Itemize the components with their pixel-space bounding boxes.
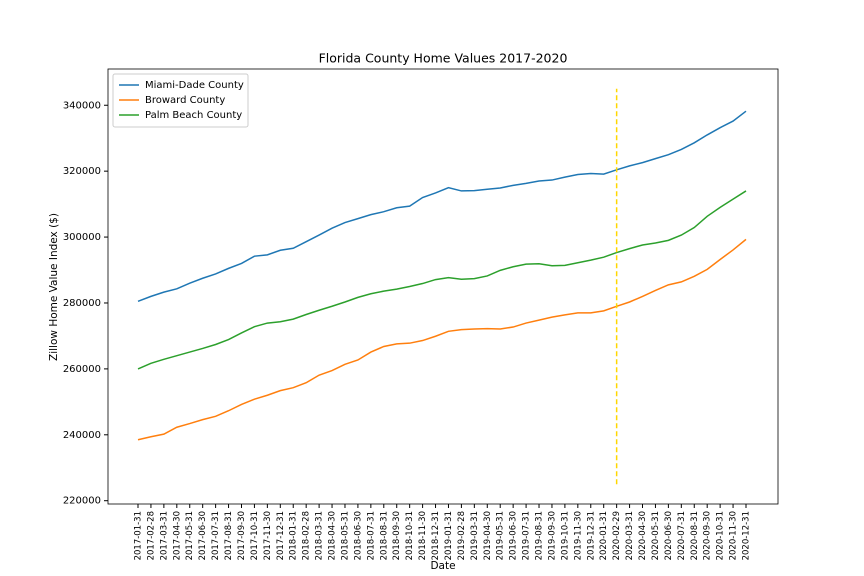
x-tick-label: 2017-08-31: [224, 511, 234, 560]
x-tick-label: 2018-09-30: [392, 511, 402, 560]
y-tick-label: 280000: [63, 298, 101, 309]
x-tick-label: 2019-03-31: [470, 511, 480, 560]
x-tick-label: 2020-04-30: [638, 511, 648, 560]
x-tick-label: 2017-11-30: [263, 511, 273, 560]
x-tick-label: 2017-12-31: [276, 511, 286, 560]
x-tick-label: 2020-05-31: [651, 511, 661, 560]
x-tick-label: 2019-10-31: [560, 511, 570, 560]
x-tick-label: 2020-09-30: [703, 511, 713, 560]
x-tick-label: 2019-07-31: [522, 511, 532, 560]
x-tick-label: 2017-06-30: [198, 511, 208, 560]
x-tick-label: 2017-09-30: [237, 511, 247, 560]
x-tick-label: 2018-01-31: [289, 511, 299, 560]
x-tick-label: 2020-01-31: [599, 511, 609, 560]
x-tick-label: 2020-10-31: [716, 511, 726, 560]
line-series: [137, 238, 747, 441]
x-tick-label: 2019-09-30: [547, 511, 557, 560]
x-tick-label: 2019-12-31: [586, 511, 596, 560]
x-axis-label: Date: [430, 560, 455, 572]
line-series: [137, 190, 747, 370]
x-tick-label: 2017-02-28: [146, 511, 156, 560]
x-tick-label: 2019-02-28: [457, 511, 467, 560]
y-axis-label: Zillow Home Value Index ($): [48, 213, 60, 361]
x-tick-label: 2020-02-29: [612, 511, 622, 560]
x-tick-label: 2018-11-30: [418, 511, 428, 560]
x-tick-label: 2019-08-31: [535, 511, 545, 560]
x-tick-label: 2017-05-31: [185, 511, 195, 560]
x-tick-label: 2018-07-31: [366, 511, 376, 560]
x-tick-label: 2017-07-31: [211, 511, 221, 560]
y-tick-label: 320000: [63, 166, 101, 177]
x-tick-label: 2020-08-31: [690, 511, 700, 560]
x-tick-label: 2017-01-31: [134, 511, 144, 560]
x-tick-label: 2018-03-31: [315, 511, 325, 560]
y-tick-label: 260000: [63, 364, 101, 375]
x-tick-label: 2018-02-28: [302, 511, 312, 560]
x-tick-label: 2020-03-31: [625, 511, 635, 560]
y-tick-label: 220000: [63, 496, 101, 507]
y-tick-label: 240000: [63, 430, 101, 441]
x-tick-label: 2017-10-31: [250, 511, 260, 560]
x-tick-label: 2020-06-30: [664, 511, 674, 560]
x-tick-label: 2019-06-30: [509, 511, 519, 560]
x-tick-label: 2017-04-30: [172, 511, 182, 560]
legend-label: Miami-Dade County: [145, 80, 244, 91]
legend-box: [112, 73, 249, 128]
x-tick-label: 2017-03-31: [159, 511, 169, 560]
x-tick-label: 2019-01-31: [444, 511, 454, 560]
x-tick-label: 2018-06-30: [353, 511, 363, 560]
legend-label: Broward County: [145, 95, 225, 106]
chart-title: Florida County Home Values 2017-2020: [319, 51, 568, 66]
plot-frame: [107, 68, 779, 505]
x-tick-label: 2020-11-30: [729, 511, 739, 560]
x-tick-label: 2018-08-31: [379, 511, 389, 560]
x-tick-label: 2018-04-30: [328, 511, 338, 560]
line-series: [137, 110, 747, 303]
x-tick-label: 2018-10-31: [405, 511, 415, 560]
y-tick-label: 340000: [63, 100, 101, 111]
x-tick-label: 2019-04-30: [483, 511, 493, 560]
x-tick-label: 2018-05-31: [340, 511, 350, 560]
x-tick-label: 2020-07-31: [677, 511, 687, 560]
y-tick-label: 300000: [63, 232, 101, 243]
x-tick-label: 2019-05-31: [496, 511, 506, 560]
x-tick-label: 2018-12-31: [431, 511, 441, 560]
x-tick-label: 2020-12-31: [742, 511, 752, 560]
x-tick-label: 2019-11-30: [573, 511, 583, 560]
legend-label: Palm Beach County: [145, 110, 242, 121]
